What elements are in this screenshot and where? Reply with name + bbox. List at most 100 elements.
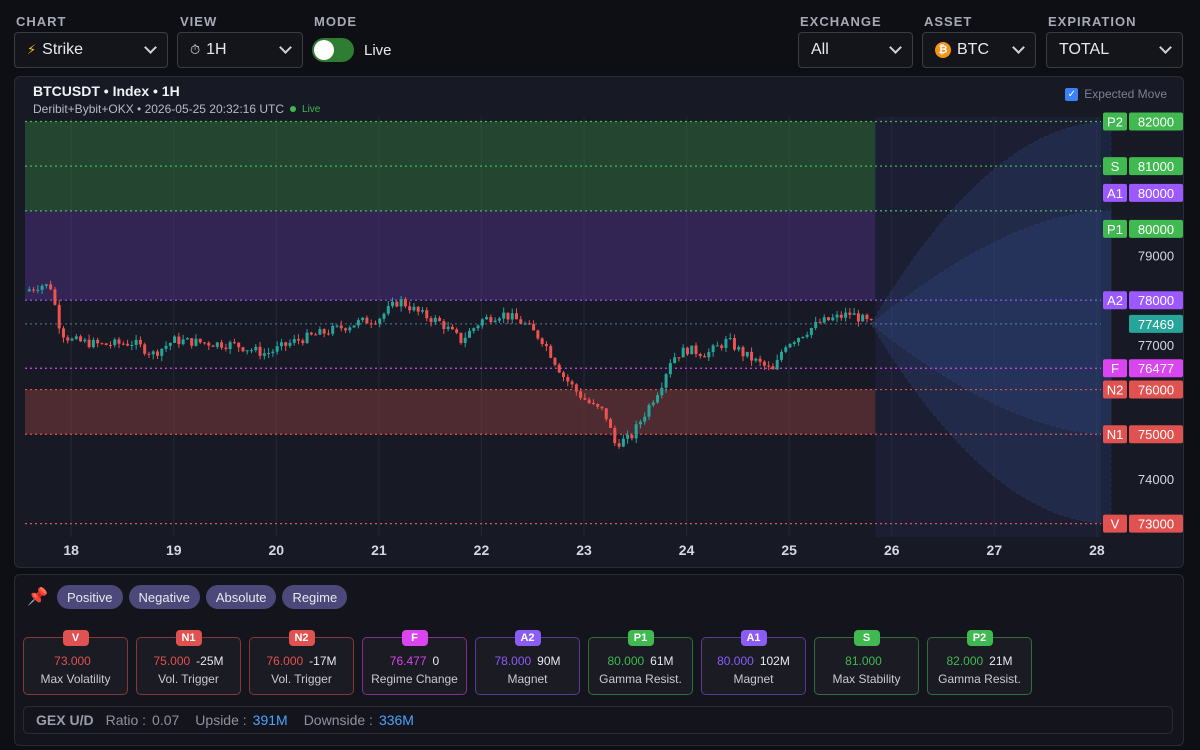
level-card-a1[interactable]: A1 80.000 102M Magnet	[701, 630, 806, 695]
candle-body	[254, 346, 258, 351]
candle-body	[788, 343, 792, 348]
expected-move-outer-cone	[870, 120, 1112, 525]
expiration-select[interactable]: TOTAL	[1046, 32, 1183, 68]
asset-select[interactable]: ₿ BTC	[922, 32, 1036, 68]
candle-body	[143, 344, 147, 354]
candle-body	[497, 318, 501, 321]
candle-body	[557, 364, 561, 373]
candle-body	[74, 336, 78, 339]
candle-body	[117, 339, 121, 344]
level-price-box	[1129, 157, 1183, 176]
level-gex: -25M	[196, 654, 224, 668]
candle-body	[275, 346, 279, 352]
candle-body	[865, 314, 869, 319]
level-card-p1[interactable]: P1 80.000 61M Gamma Resist.	[588, 630, 693, 695]
candle-body	[190, 338, 194, 346]
x-tick-label: 18	[63, 542, 79, 558]
candle-body	[305, 332, 309, 344]
level-card-n1[interactable]: N1 75.000 -25M Vol. Trigger	[136, 630, 241, 695]
view-select[interactable]: ⏱ 1H	[177, 32, 303, 68]
candle-body	[587, 399, 591, 403]
level-gex: 102M	[759, 654, 790, 668]
candle-body	[70, 338, 74, 341]
candle-body	[382, 313, 386, 319]
chart-panel[interactable]: 18 19 20 21 22 23 24 25 26 27 28 P2 82000 S 81000 A1 800…	[14, 76, 1184, 568]
candle-body	[861, 314, 865, 322]
candle-body	[27, 289, 31, 292]
absolute-zone	[25, 210, 876, 301]
candle-body	[694, 345, 698, 355]
candle-body	[591, 402, 595, 404]
level-badge: A1	[740, 630, 767, 646]
candle-body	[536, 330, 540, 339]
candle-body	[664, 374, 668, 388]
candle-body	[698, 354, 702, 357]
pin-icon[interactable]: 📌	[27, 587, 49, 606]
candle-body	[241, 347, 245, 352]
candle-body	[467, 330, 471, 338]
candle-body	[532, 324, 536, 331]
level-price: 80.000	[607, 654, 645, 668]
level-tag-box	[1103, 183, 1127, 202]
filter-chip-absolute[interactable]: Absolute	[205, 585, 277, 609]
filter-chip-regime[interactable]: Regime	[282, 585, 348, 609]
level-price-text: 80000	[1138, 186, 1174, 201]
candle-body	[574, 384, 578, 392]
level-card-n2[interactable]: N2 76.000 -17M Vol. Trigger	[249, 630, 354, 695]
filter-chip-positive[interactable]: Positive	[57, 585, 123, 609]
candle-body	[767, 365, 771, 367]
level-tag-text: N2	[1107, 383, 1124, 398]
level-values: 76.000 -17M	[250, 654, 353, 668]
level-description: Vol. Trigger	[158, 672, 219, 686]
candle-body	[523, 323, 527, 325]
stopwatch-icon: ⏱	[190, 42, 201, 57]
candle-body	[365, 317, 369, 324]
level-card-s[interactable]: S 81.000 Max Stability	[814, 630, 919, 695]
candle-body	[638, 421, 642, 425]
exchange-select[interactable]: All	[798, 32, 913, 68]
x-tick-label: 20	[269, 542, 285, 558]
level-tag-text: A1	[1107, 186, 1123, 201]
candle-body	[121, 343, 125, 345]
candle-body	[728, 338, 732, 340]
candle-body	[322, 329, 326, 334]
candle-body	[348, 327, 352, 331]
filter-chip-negative[interactable]: Negative	[128, 585, 200, 609]
checkbox-checked-icon[interactable]: ✓	[1065, 87, 1079, 101]
candle-body	[433, 317, 437, 323]
candle-body	[527, 323, 531, 325]
chart-type-select[interactable]: ⚡ Strike	[14, 32, 168, 68]
chevron-down-icon	[1159, 41, 1172, 54]
candle-body	[446, 326, 450, 330]
candle-body	[412, 306, 416, 311]
level-price-text: 82000	[1138, 114, 1174, 129]
candle-body	[724, 338, 728, 348]
expected-move-inner-cone	[870, 210, 1112, 435]
candle-body	[562, 372, 566, 378]
candle-body	[44, 284, 48, 286]
live-mode-toggle[interactable]	[312, 38, 354, 62]
candle-body	[848, 312, 852, 315]
expected-move-toggle[interactable]: ✓ Expected Move	[1065, 87, 1167, 101]
chart-title: BTCUSDT • Index • 1H	[33, 83, 180, 99]
x-tick-label: 25	[781, 542, 797, 558]
candle-body	[750, 351, 754, 361]
candle-body	[540, 338, 544, 345]
candle-body	[544, 344, 548, 347]
chart-subtitle-row: Deribit+Bybit+OKX • 2026-05-25 20:32:16 …	[33, 102, 320, 116]
candle-body	[869, 318, 873, 320]
level-card-f[interactable]: F 76.477 0 Regime Change	[362, 630, 467, 695]
level-card-p2[interactable]: P2 82.000 21M Gamma Resist.	[927, 630, 1032, 695]
candle-body	[506, 312, 510, 320]
level-description: Gamma Resist.	[938, 672, 1021, 686]
level-card-v[interactable]: V 73.000 Max Volatility	[23, 630, 128, 695]
candle-body	[758, 358, 762, 362]
price-chart[interactable]: 18 19 20 21 22 23 24 25 26 27 28 P2 82000 S 81000 A1 800…	[15, 77, 1184, 568]
upside-label: Upside :	[195, 712, 247, 728]
candle-body	[228, 342, 232, 350]
candle-body	[472, 328, 476, 331]
candle-body	[566, 377, 570, 382]
level-card-a2[interactable]: A2 78.000 90M Magnet	[475, 630, 580, 695]
levels-panel: 📌 Positive Negative Absolute Regime V 73.000…	[14, 574, 1184, 746]
candle-body	[57, 304, 61, 329]
